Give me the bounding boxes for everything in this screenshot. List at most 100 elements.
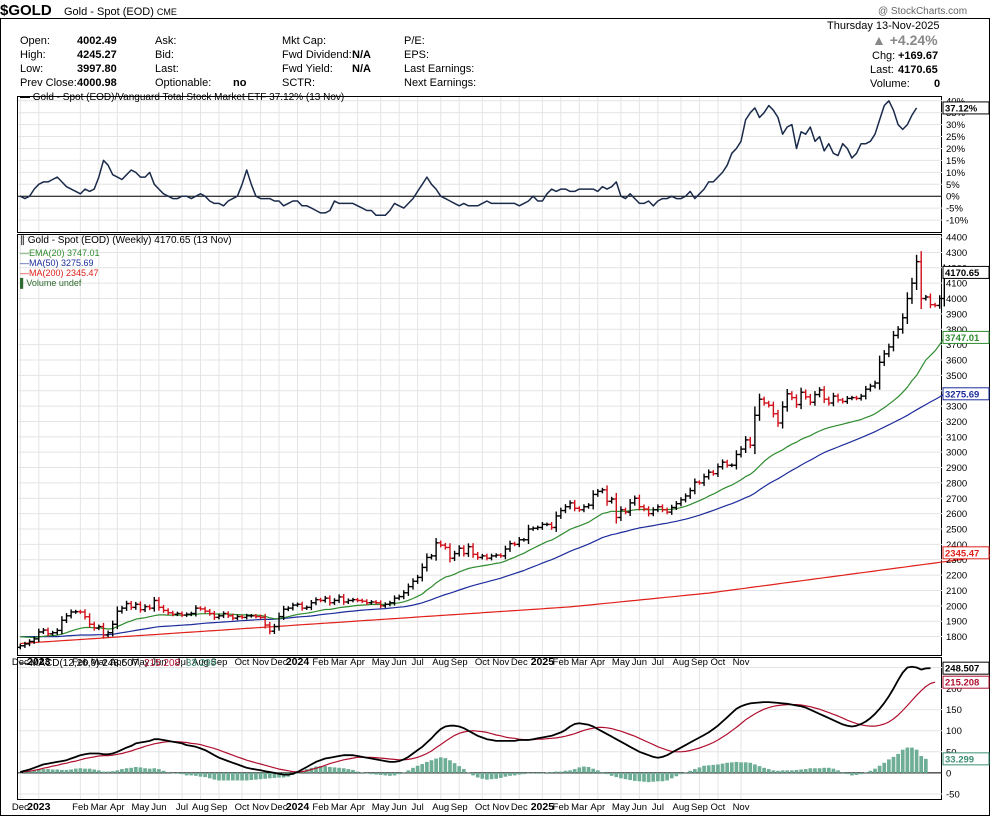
macd-histogram-bar (351, 769, 355, 773)
price-bar (563, 504, 568, 514)
price-bar (840, 397, 846, 404)
ratio-last-value-tag: 37.12% (942, 101, 990, 115)
macd-histogram-bar (157, 769, 161, 773)
macd-histogram-bar (808, 768, 813, 773)
macd-histogram-bar (230, 772, 235, 781)
macd-histogram-bar (572, 769, 577, 773)
price-bar (720, 459, 725, 470)
price-x-tick-label: Dec (12, 657, 29, 668)
last-trade-label: Last: (155, 63, 179, 75)
ratio-panel-title: — Gold - Spot (EOD)/Vanguard Total Stock… (20, 92, 345, 103)
macd-histogram-bar (346, 769, 351, 773)
ticker-symbol: $GOLD (0, 2, 52, 19)
price-bar (752, 406, 758, 455)
macd-histogram-bar (637, 772, 642, 782)
price-bar (73, 609, 79, 614)
macd-histogram-bar (184, 772, 189, 776)
price-bar (225, 611, 231, 619)
price-last-value-tag-box (942, 265, 990, 279)
price-bar (576, 506, 582, 512)
legend-ma200: —MA(200) 2345.47 (20, 268, 99, 278)
price-bar (863, 385, 869, 400)
change-value: +169.67 (898, 50, 939, 62)
volume-label: Volume: (870, 78, 910, 90)
macd-histogram-bar (46, 769, 50, 773)
price-bar (341, 594, 347, 605)
macd-x-tick-label: Oct (711, 802, 726, 813)
price-bar (456, 545, 462, 557)
price-bar (710, 470, 716, 476)
fwd-yield-label: Fwd Yield: (282, 63, 333, 75)
price-x-tick-label: 2024 (286, 656, 310, 668)
high-value: 4245.27 (77, 49, 117, 61)
price-bar (82, 609, 88, 620)
macd-histogram-bar (258, 772, 263, 780)
price-x-tick-label: Apr (110, 657, 125, 668)
macd-histogram-bar (161, 770, 166, 773)
ema20-value-tag: 3747.01 (942, 330, 990, 344)
macd-histogram-bar (632, 772, 637, 781)
price-bar (308, 599, 314, 611)
price-bar (405, 583, 411, 596)
macd-histogram-bar (836, 770, 840, 773)
macd-histogram-bar (919, 756, 924, 773)
price-bar (817, 387, 822, 398)
histogram-value-tag-text: 33.299 (945, 754, 974, 765)
price-bar (174, 611, 180, 617)
ratio-y-tick-label: 10% (946, 168, 966, 179)
price-last-value-tag-text: 4170.65 (945, 268, 980, 279)
ratio-y-tick-label: 30% (946, 120, 966, 131)
price-bar (743, 436, 749, 453)
price-x-tick-label: Apr (350, 657, 365, 668)
macd-histogram-bar (369, 772, 374, 775)
price-y-tick-label: 3000 (946, 448, 967, 459)
macd-histogram-bar (378, 772, 383, 775)
price-bar (900, 313, 906, 334)
price-bar (489, 553, 494, 561)
macd-histogram-bar (221, 772, 226, 781)
price-bar (784, 389, 790, 412)
macd-histogram-bar (609, 772, 614, 776)
price-bar (318, 597, 324, 603)
macd-histogram-bar (549, 772, 554, 773)
price-bar (895, 326, 901, 339)
price-bar (530, 526, 536, 531)
price-x-tick-label: Jun (151, 657, 166, 668)
price-bar (415, 574, 421, 584)
price-bar (253, 613, 259, 619)
macd-histogram-bar (180, 772, 184, 775)
macd-x-tick-label: Sep (451, 802, 468, 813)
price-bar (50, 630, 56, 636)
price-bar (904, 292, 910, 325)
price-bar (914, 254, 919, 290)
macd-histogram-bar (766, 769, 771, 773)
price-bar (359, 598, 365, 604)
macd-histogram-bar (817, 768, 822, 773)
ma200-value-tag-text: 2345.47 (945, 548, 979, 559)
price-bar (161, 604, 166, 613)
price-bar (267, 621, 273, 635)
ratio-y-tick-label: -5% (946, 204, 963, 215)
macd-histogram-bar (415, 765, 420, 773)
price-bar (198, 606, 203, 611)
price-bar (706, 469, 712, 480)
macd-panel-frame (17, 657, 942, 800)
macd-histogram-bar (272, 772, 277, 778)
price-y-tick-label: 2700 (946, 494, 967, 505)
price-bar (17, 643, 23, 650)
price-bar (272, 623, 277, 634)
price-bar (68, 609, 74, 619)
macd-histogram-bar (457, 766, 462, 773)
price-y-tick-label: 2000 (946, 601, 967, 612)
macd-histogram-bar (517, 772, 522, 775)
macd-histogram-bar (559, 771, 563, 773)
price-y-tick-label: 2500 (946, 525, 967, 536)
price-x-tick-label: Oct (475, 657, 490, 668)
ratio-series-line (19, 100, 918, 217)
price-bar (392, 595, 397, 606)
price-bar (419, 563, 425, 582)
macd-histogram-bar (748, 762, 753, 773)
macd-histogram-bar (235, 772, 240, 781)
macd-histogram-bar (143, 768, 147, 773)
